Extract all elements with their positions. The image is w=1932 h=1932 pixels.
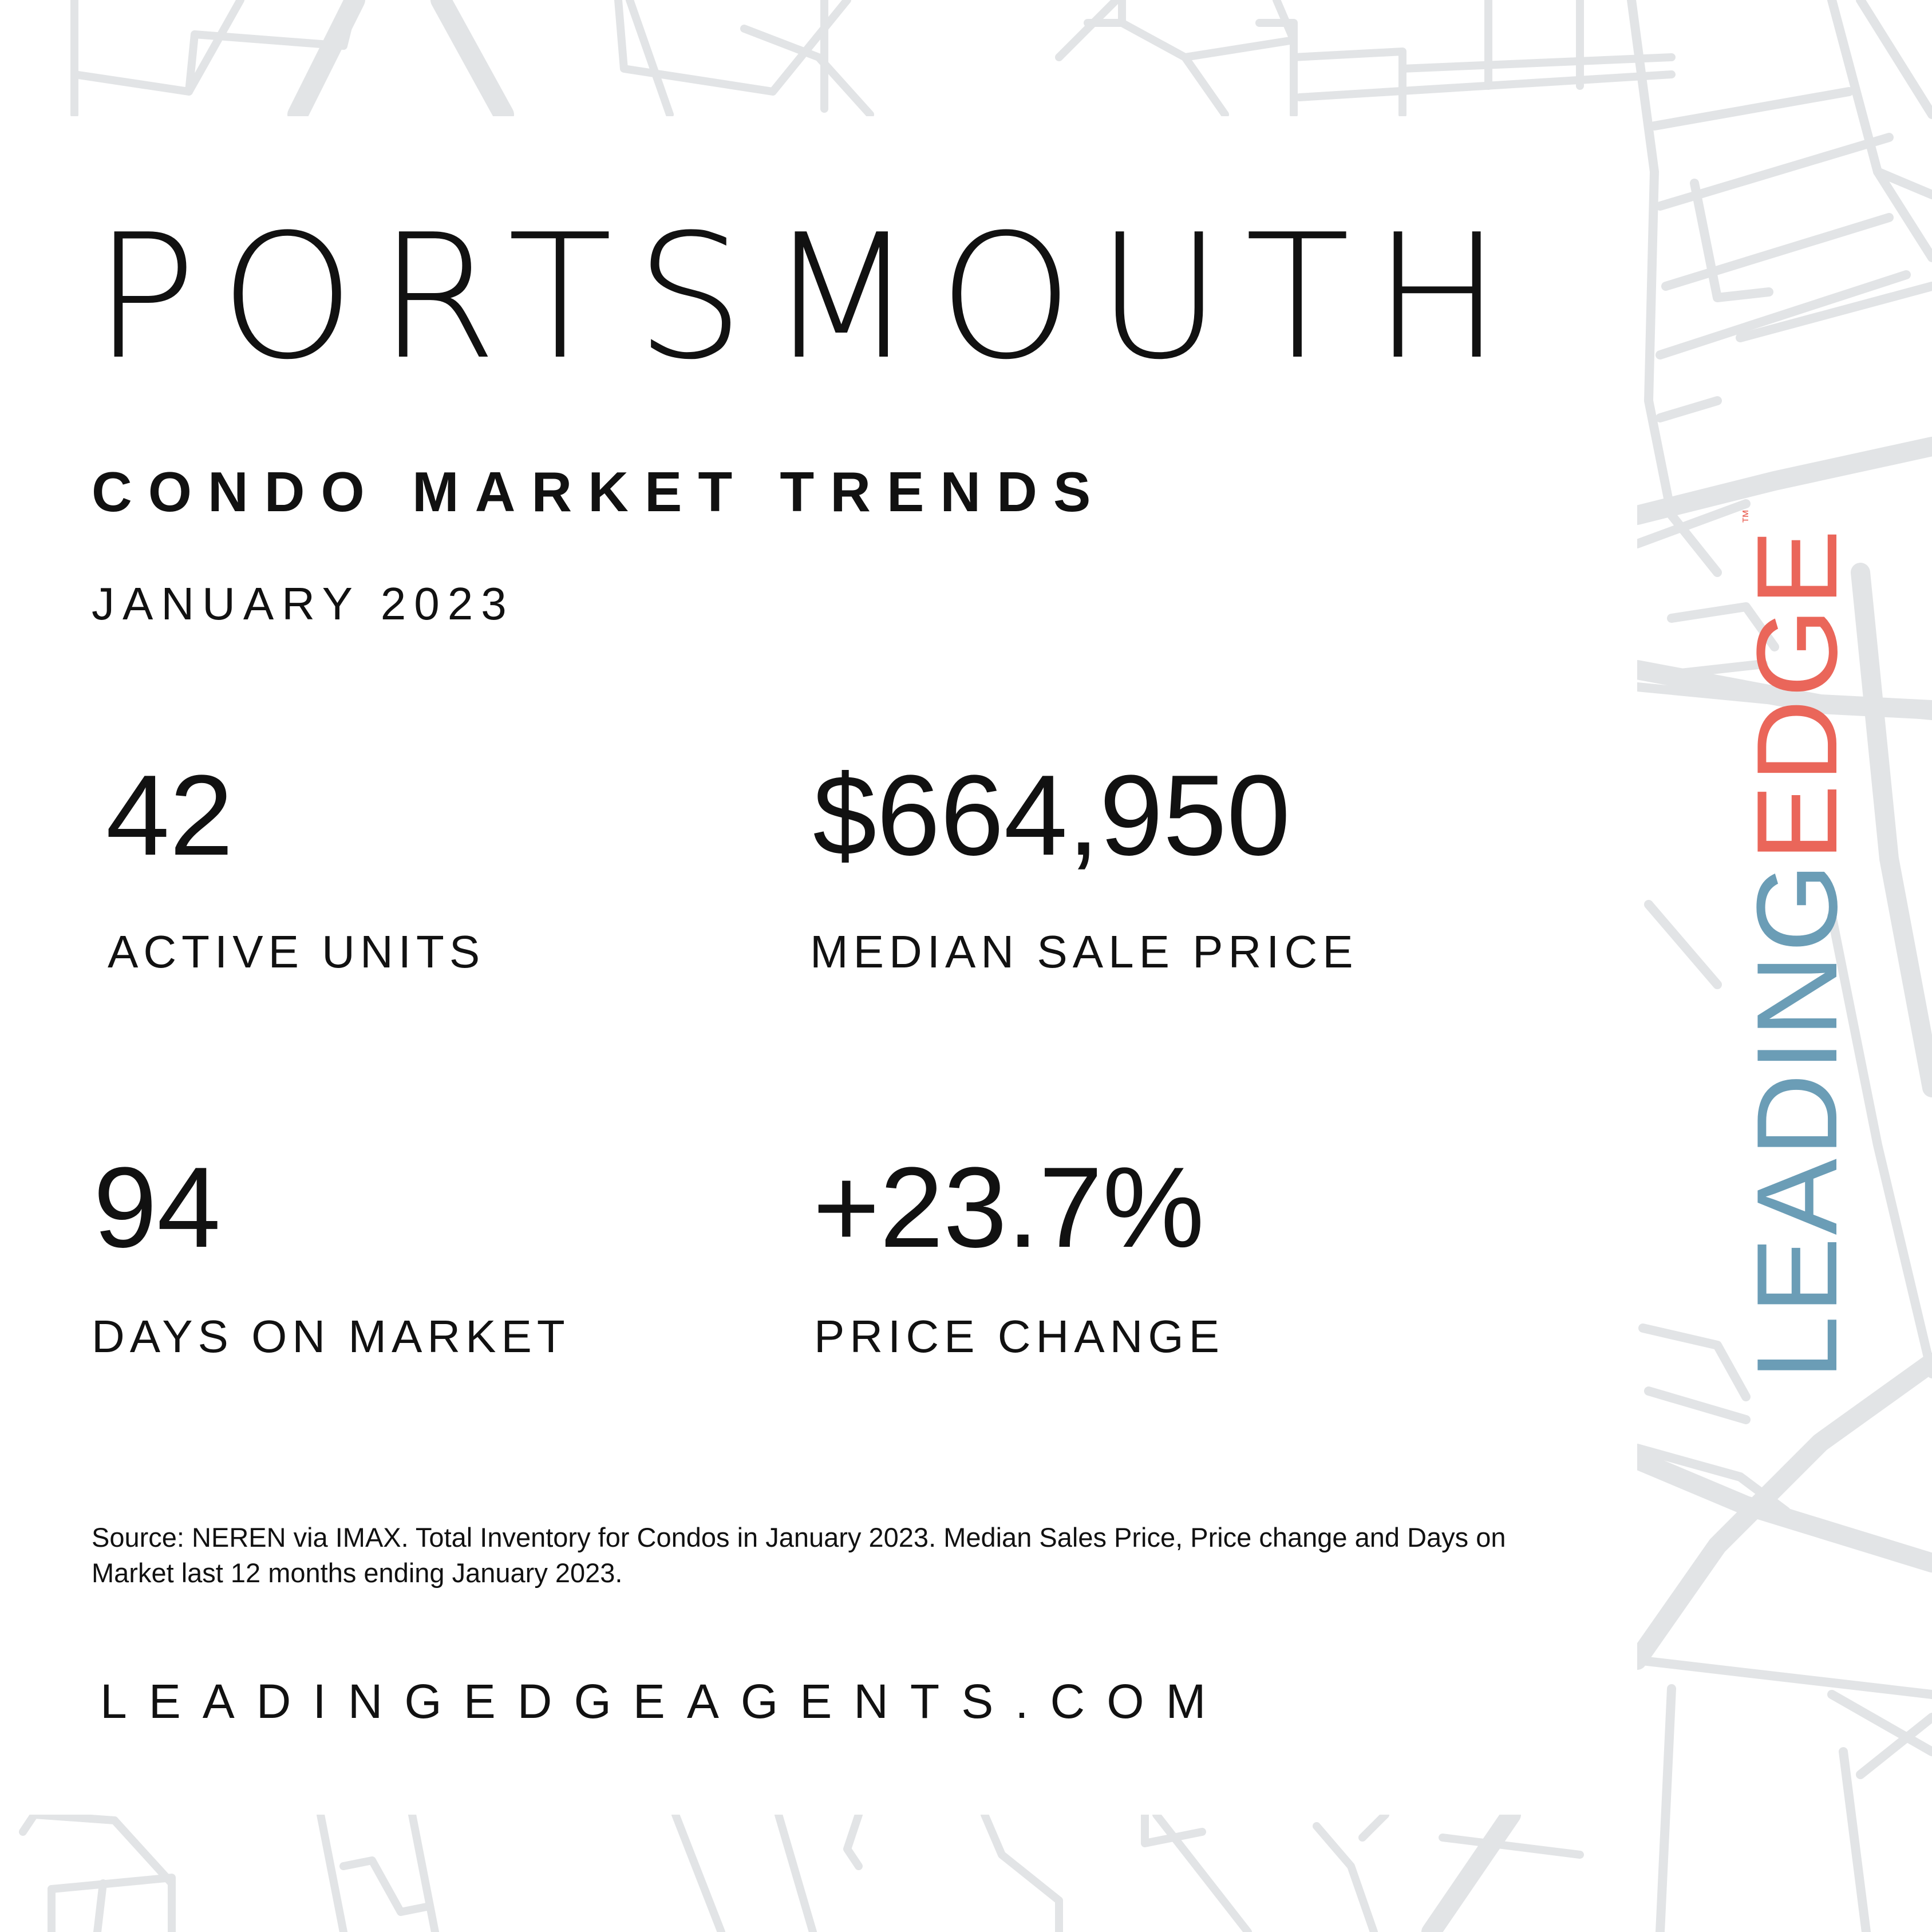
logo-edge-text: EDGE [1733, 527, 1861, 861]
website-link[interactable]: LEADINGEDGEAGENTS.COM [100, 1674, 1228, 1728]
price-change-value: +23.7% [813, 1144, 1204, 1271]
report-period: JANUARY 2023 [92, 578, 515, 629]
content-card [0, 116, 1637, 1815]
logo-leading-text: LEADING [1733, 860, 1861, 1380]
active-units-label: ACTIVE UNITS [108, 926, 485, 977]
active-units-value: 42 [106, 752, 234, 879]
median-sale-price-label: MEDIAN SALE PRICE [810, 926, 1358, 977]
days-on-market-label: DAYS ON MARKET [92, 1311, 570, 1362]
source-note: Source: NEREN via IMAX. Total Inventory … [92, 1522, 1506, 1588]
page-subtitle: CONDO MARKET TRENDS [92, 460, 1107, 523]
price-change-label: PRICE CHANGE [814, 1311, 1224, 1362]
days-on-market-value: 94 [93, 1144, 221, 1271]
median-sale-price-value: $664,950 [813, 752, 1291, 879]
page-title: PORTSMOUTH [93, 197, 1525, 397]
trademark-symbol: ™ [1739, 507, 1756, 524]
leading-edge-logo: LEADINGEDGE ™ [1733, 507, 1861, 1380]
